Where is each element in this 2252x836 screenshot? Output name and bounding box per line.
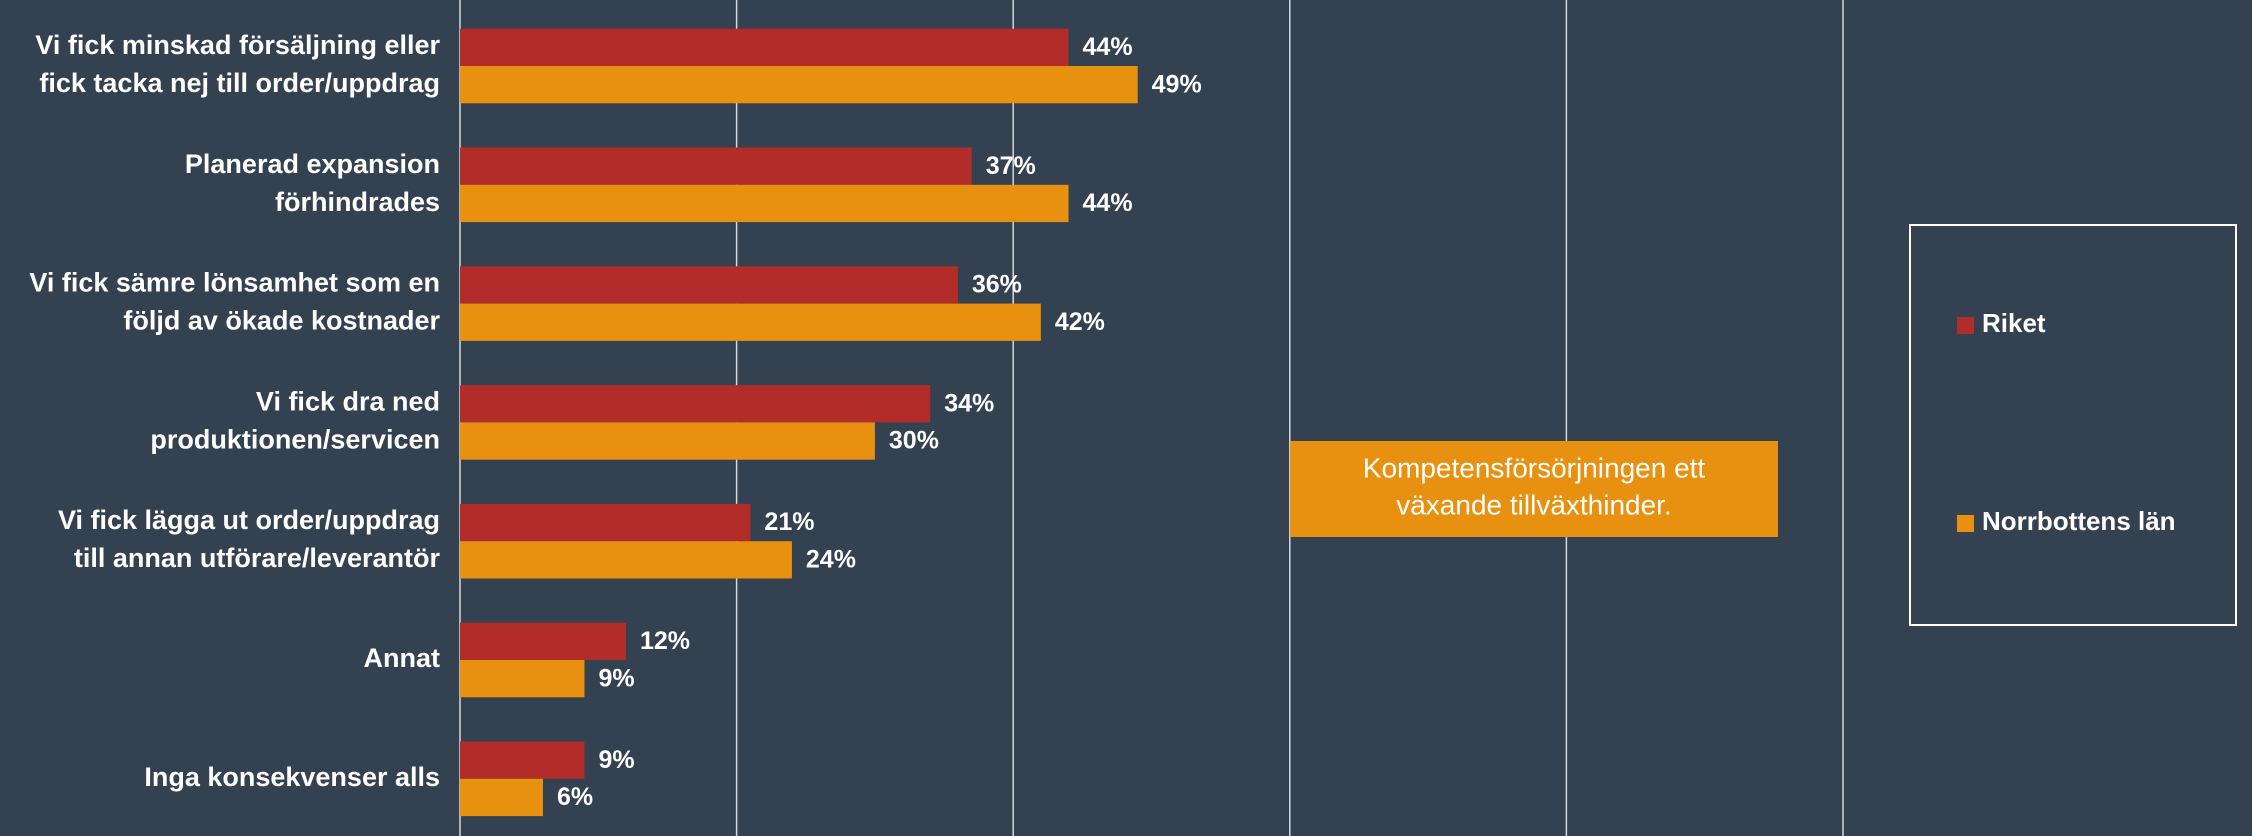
annotation-text: Kompetensförsörjningen ett växande tillvä… (1363, 453, 1706, 521)
bar (460, 778, 543, 817)
category-label: Vi fick lägga ut order/uppdrag till annan… (58, 505, 441, 573)
value-label: 30% (889, 427, 939, 455)
category-label: Planerad expansion förhindrades (185, 149, 440, 217)
value-label: 44% (1083, 33, 1133, 61)
value-label: 21% (764, 508, 814, 536)
bar (460, 28, 1069, 66)
value-label: 49% (1152, 70, 1202, 98)
category-label: Vi fick dra ned produktionen/servicen (150, 387, 440, 455)
category-label: Inga konsekvenser alls (144, 762, 440, 792)
value-label: 36% (972, 271, 1022, 299)
category-label: Vi fick sämre lönsamhet som en följd av ö… (29, 268, 440, 336)
value-label: 42% (1055, 308, 1105, 336)
category-label: Annat (364, 643, 441, 673)
bar (460, 422, 875, 460)
value-label: 34% (944, 389, 994, 417)
legend-label: Norrbottens län (1982, 506, 2176, 536)
bar (460, 303, 1041, 341)
bar (460, 147, 972, 185)
bar (460, 385, 931, 423)
bar (460, 622, 626, 660)
bar (460, 266, 958, 304)
value-label: 37% (986, 152, 1036, 180)
bar (460, 184, 1069, 223)
value-label: 9% (598, 746, 634, 774)
bar (460, 66, 1138, 104)
bar (460, 660, 585, 698)
legend-swatch (1957, 515, 1974, 532)
bar (460, 741, 585, 779)
bar (460, 503, 751, 542)
value-label: 44% (1083, 189, 1133, 217)
legend-label: Riket (1982, 308, 2046, 338)
bar (460, 541, 792, 579)
legend-swatch (1957, 317, 1974, 334)
value-label: 24% (806, 545, 856, 573)
value-label: 6% (557, 783, 593, 811)
annotation-box (1290, 441, 1778, 537)
value-label: 9% (598, 664, 634, 692)
category-label: Vi fick minskad försäljning eller fick ta… (35, 30, 440, 98)
value-label: 12% (640, 627, 690, 655)
legend-box (1909, 224, 2237, 626)
